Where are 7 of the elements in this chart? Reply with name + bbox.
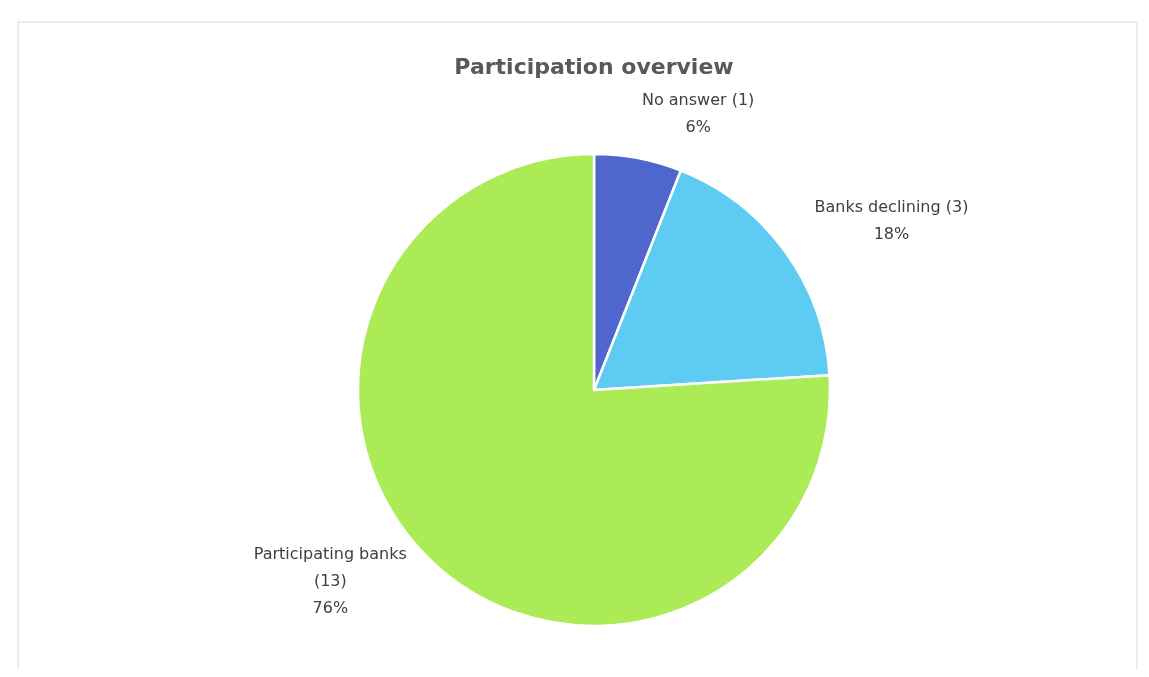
- data-label: 18%: [873, 224, 910, 244]
- slice-label: No answer (1): [641, 90, 755, 110]
- data-label: 76%: [312, 597, 349, 617]
- slice-label: Participating banks (13): [253, 543, 407, 590]
- slice-label: Banks declining (3): [814, 197, 969, 217]
- chart-title: Participation overview: [454, 54, 734, 79]
- data-label: 6%: [685, 117, 711, 137]
